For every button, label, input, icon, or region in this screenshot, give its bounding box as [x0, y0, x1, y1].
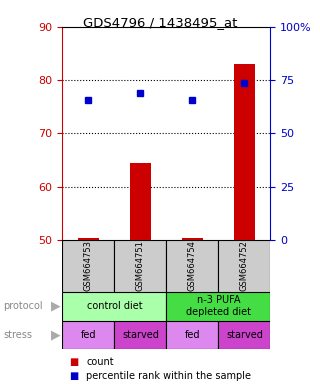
Text: GSM664751: GSM664751	[136, 240, 145, 291]
Bar	[62, 321, 115, 349]
Text: percentile rank within the sample: percentile rank within the sample	[86, 371, 252, 381]
Bar	[218, 240, 270, 292]
Bar	[130, 163, 151, 240]
Text: GSM664753: GSM664753	[84, 240, 93, 291]
Text: fed: fed	[185, 330, 200, 340]
Text: starved: starved	[226, 330, 263, 340]
Text: ▶: ▶	[51, 329, 61, 341]
Text: ■: ■	[69, 371, 78, 381]
Text: fed: fed	[81, 330, 96, 340]
Text: count: count	[86, 357, 114, 367]
Text: n-3 PUFA
depleted diet: n-3 PUFA depleted diet	[186, 295, 251, 317]
Text: GDS4796 / 1438495_at: GDS4796 / 1438495_at	[83, 16, 237, 29]
Bar	[182, 238, 203, 240]
Bar	[115, 240, 166, 292]
Text: control diet: control diet	[87, 301, 142, 311]
Bar	[115, 321, 166, 349]
Bar	[62, 292, 166, 321]
Text: GSM664754: GSM664754	[188, 240, 197, 291]
Text: protocol: protocol	[3, 301, 43, 311]
Text: starved: starved	[122, 330, 159, 340]
Bar	[78, 238, 99, 240]
Text: stress: stress	[3, 330, 32, 340]
Bar	[166, 240, 218, 292]
Text: ■: ■	[69, 357, 78, 367]
Bar	[62, 240, 115, 292]
Bar	[166, 321, 218, 349]
Bar	[166, 292, 270, 321]
Bar	[218, 321, 270, 349]
Text: GSM664752: GSM664752	[240, 240, 249, 291]
Bar	[234, 64, 255, 240]
Text: ▶: ▶	[51, 300, 61, 313]
